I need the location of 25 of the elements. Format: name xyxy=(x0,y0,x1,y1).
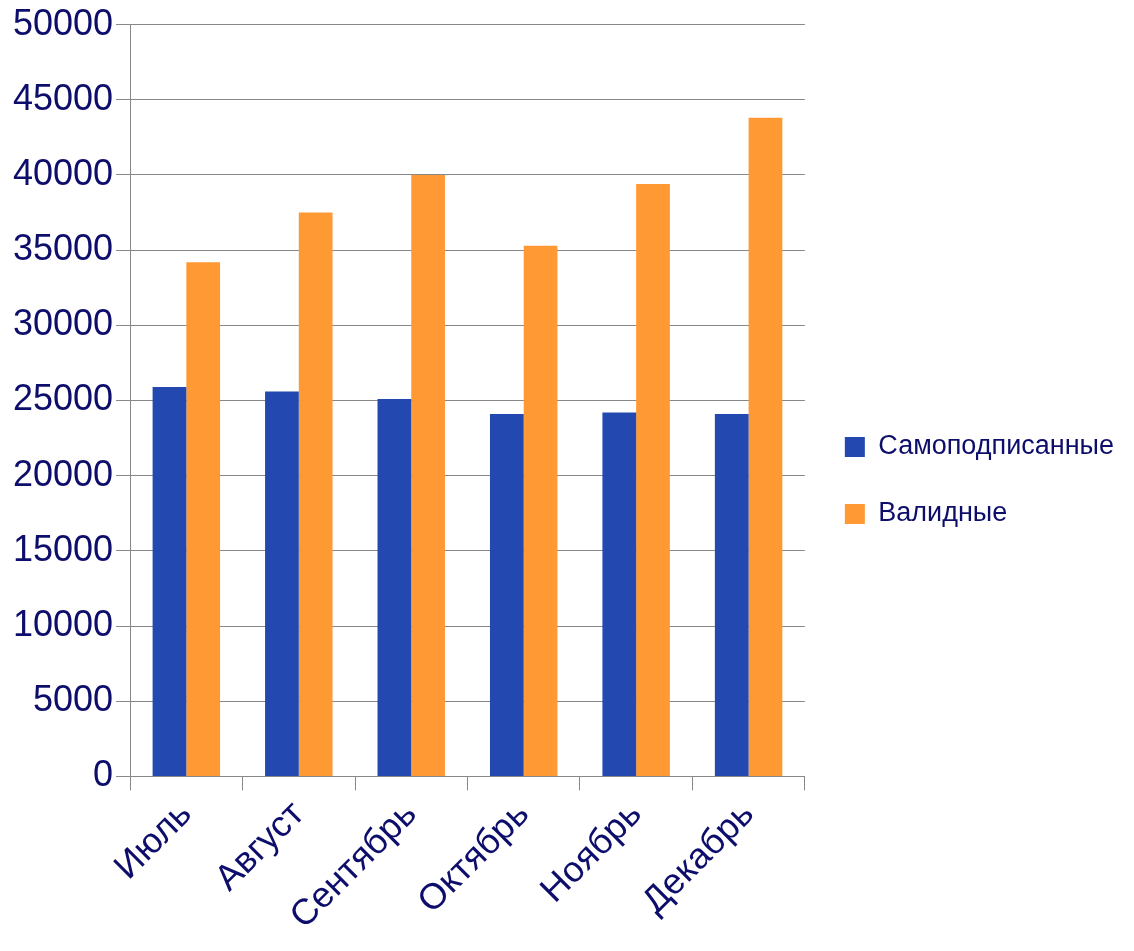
bar xyxy=(298,212,333,776)
y-tick-label: 35000 xyxy=(13,227,114,269)
y-tick-label: 15000 xyxy=(13,527,114,569)
bar xyxy=(636,183,670,776)
bar xyxy=(377,399,412,776)
bar xyxy=(523,245,558,776)
y-tick-label: 20000 xyxy=(13,452,114,494)
y-tick-label: 25000 xyxy=(13,377,114,419)
bar xyxy=(411,174,445,776)
bar xyxy=(602,412,637,776)
y-tick-label: 30000 xyxy=(13,302,114,344)
bar xyxy=(714,414,749,776)
bar xyxy=(152,386,187,776)
legend-label: Валидные xyxy=(878,497,1008,528)
y-tick-label: 40000 xyxy=(13,151,114,193)
y-tick-label: 10000 xyxy=(13,602,114,644)
bar xyxy=(265,391,299,776)
legend-label: Самоподписанные xyxy=(878,430,1115,461)
bar xyxy=(748,117,783,776)
bar xyxy=(489,414,524,776)
bar xyxy=(186,262,221,776)
y-tick-label: 45000 xyxy=(13,76,114,118)
y-tick-label: 50000 xyxy=(13,1,114,43)
y-tick-label: 0 xyxy=(93,753,114,795)
y-tick-label: 5000 xyxy=(33,678,114,720)
